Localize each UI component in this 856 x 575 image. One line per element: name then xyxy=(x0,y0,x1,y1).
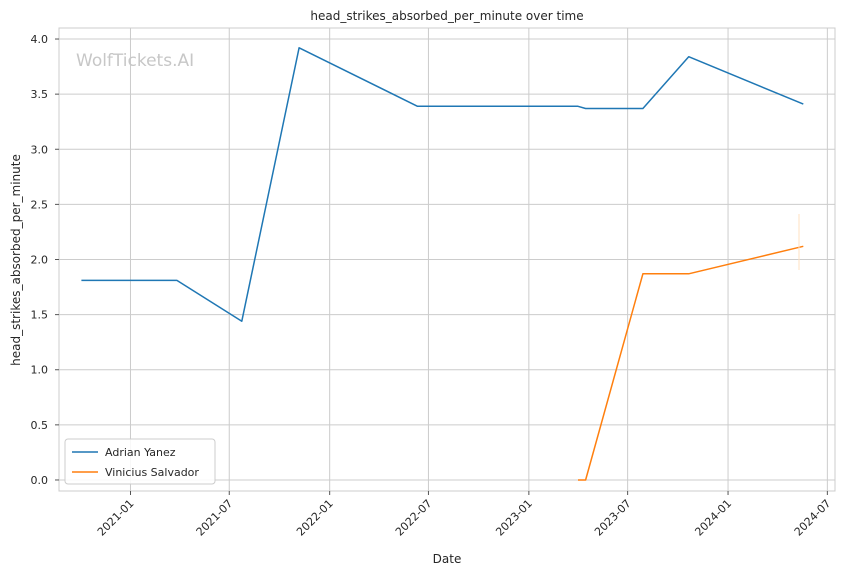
watermark: WolfTickets.AI xyxy=(76,51,194,71)
y-tick-label: 1.5 xyxy=(31,309,49,322)
legend-label-vinicius-salvador: Vinicius Salvador xyxy=(105,466,199,479)
series-line-adrian-yanez xyxy=(81,47,804,322)
grid xyxy=(59,28,835,491)
y-axis-ticks: 0.0 0.5 1.0 1.5 2.0 2.5 3.0 3.5 4.0 xyxy=(31,33,59,487)
series-lines xyxy=(81,47,804,481)
series-line-vinicius-salvador xyxy=(578,245,804,481)
y-tick-label: 2.5 xyxy=(31,198,49,211)
y-tick-label: 0.0 xyxy=(31,474,49,487)
y-tick-label: 2.0 xyxy=(31,254,49,267)
legend-label-adrian-yanez: Adrian Yanez xyxy=(105,446,176,459)
x-axis-label: Date xyxy=(433,552,462,566)
y-tick-label: 1.0 xyxy=(31,364,49,377)
y-axis-label: head_strikes_absorbed_per_minute xyxy=(9,154,23,366)
chart-title: head_strikes_absorbed_per_minute over ti… xyxy=(310,9,583,23)
y-tick-label: 3.5 xyxy=(31,88,49,101)
legend-box xyxy=(64,438,216,485)
y-tick-label: 3.0 xyxy=(31,143,49,156)
y-tick-label: 4.0 xyxy=(31,33,49,46)
y-tick-label: 0.5 xyxy=(31,419,49,432)
legend: Adrian Yanez Vinicius Salvador xyxy=(64,438,216,485)
